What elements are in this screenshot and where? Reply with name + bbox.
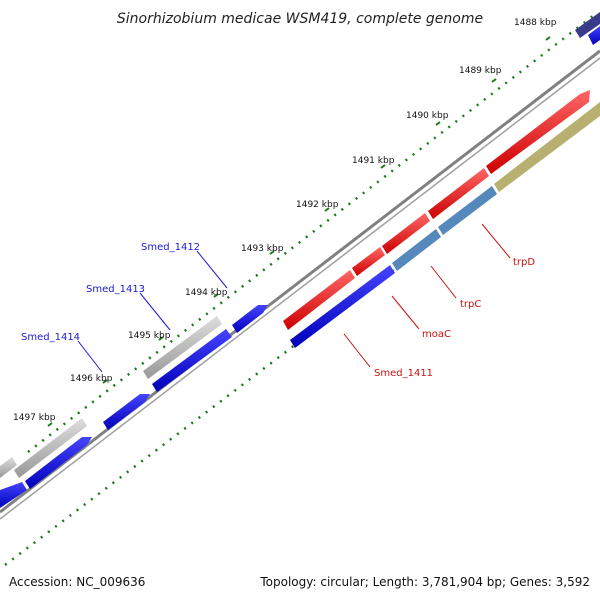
label-smed1414: Smed_1414 [21, 332, 80, 343]
label-moaC: moaC [422, 329, 451, 340]
scale-ruler-upper [27, 11, 599, 453]
kbp-label-1491: 1491 kbp [352, 156, 395, 166]
gene-red-1 [283, 270, 355, 330]
leader-smed1413 [139, 292, 171, 331]
label-smed1412: Smed_1412 [141, 242, 200, 253]
kbp-label-1495: 1495 kbp [128, 331, 171, 341]
gene-blue-lower-2 [152, 329, 232, 392]
gene-blue-lower-3 [103, 394, 150, 430]
gene-gray-1 [143, 316, 222, 379]
gene-steel-1 [392, 229, 441, 271]
gene-blue-top [588, 26, 600, 45]
leader-smed1414 [77, 340, 103, 373]
scale-labels: 1488 kbp 1489 kbp 1490 kbp 1491 kbp 1492… [13, 18, 557, 423]
accession-text: Accession: NC_009636 [9, 575, 145, 589]
leader-moaC [391, 295, 420, 330]
gene-steel-2 [438, 186, 497, 235]
gene-blue-lower-1 [290, 265, 395, 348]
leader-smed1412 [196, 250, 228, 289]
kbp-label-1490: 1490 kbp [406, 111, 449, 121]
gene-track-reverse [0, 26, 600, 508]
gene-darkblue-top [575, 12, 600, 38]
backbone-inner [0, 57, 600, 520]
kbp-label-1496: 1496 kbp [70, 374, 113, 384]
gene-red-2 [352, 247, 385, 276]
gene-red-3 [382, 213, 430, 254]
kbp-label-1497: 1497 kbp [13, 413, 56, 423]
gene-track-forward [0, 12, 600, 478]
label-smed1411: Smed_1411 [374, 368, 433, 379]
gene-labels-right: trpD trpC moaC Smed_1411 [343, 223, 535, 379]
gene-gray-2 [14, 418, 87, 478]
gene-labels-left: Smed_1412 Smed_1413 Smed_1414 [21, 242, 228, 373]
gene-blue-upper-1 [232, 305, 268, 333]
gene-blue-lower-5 [0, 482, 27, 508]
leader-trpD [481, 223, 511, 259]
kbp-label-1488: 1488 kbp [514, 18, 557, 28]
kbp-label-1494: 1494 kbp [185, 288, 228, 298]
kbp-label-1489: 1489 kbp [459, 66, 502, 76]
label-trpC: trpC [460, 299, 481, 310]
kbp-label-1492: 1492 kbp [296, 200, 339, 210]
scale-major-ticks [47, 36, 551, 427]
gene-red-5 [486, 90, 590, 174]
gene-red-4 [428, 168, 489, 219]
label-smed1413: Smed_1413 [86, 284, 145, 295]
gene-gray-3 [0, 457, 17, 478]
kbp-label-1493: 1493 kbp [241, 244, 284, 254]
map-title: Sinorhizobium medicae WSM419, complete g… [117, 11, 483, 27]
leader-trpC [430, 265, 457, 299]
gene-blue-lower-4 [25, 437, 92, 489]
genome-summary-text: Topology: circular; Length: 3,781,904 bp… [259, 575, 590, 589]
leader-smed1411 [343, 333, 371, 368]
gene-olive-1 [494, 102, 600, 192]
label-trpD: trpD [513, 257, 535, 268]
backbone-outer [0, 49, 600, 514]
